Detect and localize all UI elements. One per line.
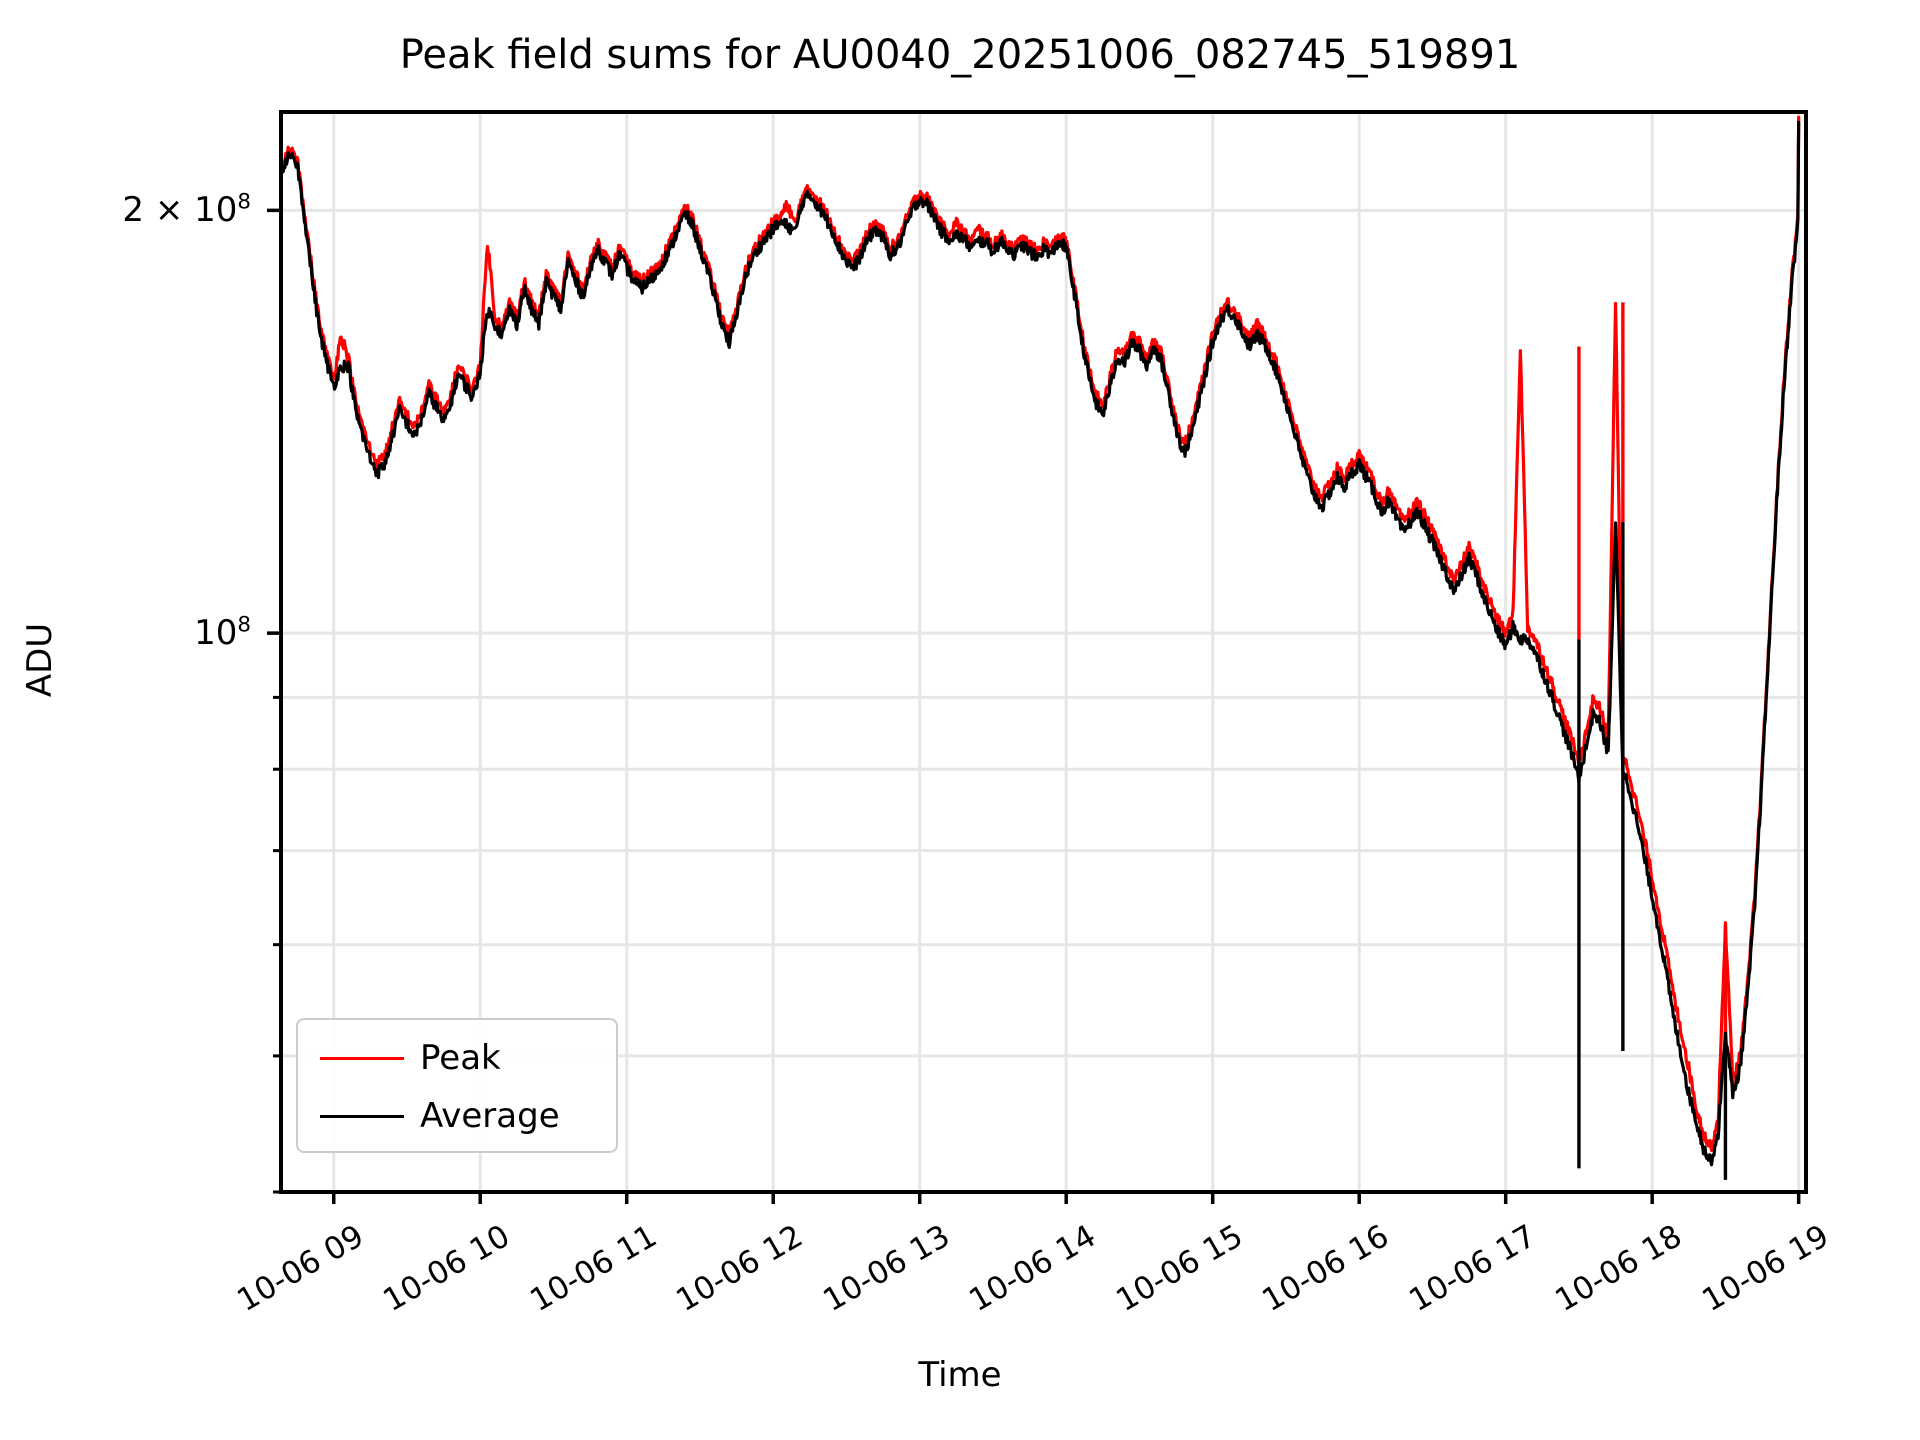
- y-tick-exponent: 8: [237, 190, 251, 216]
- page-title: Peak field sums for AU0040_20251006_0827…: [399, 32, 1521, 78]
- x-axis-label: Time: [918, 1355, 1002, 1395]
- y-tick-mantissa: 10: [194, 613, 238, 654]
- series-line-average: [281, 120, 1801, 1167]
- legend-label: Peak: [420, 1038, 501, 1078]
- legend-swatch-peak: [320, 1057, 404, 1060]
- y-tick-mantissa: 2 × 10: [122, 190, 238, 231]
- series-line-peak: [281, 115, 1801, 1153]
- chart-legend: Peak Average: [296, 1018, 618, 1153]
- legend-label: Average: [420, 1096, 560, 1136]
- y-tick-exponent: 8: [237, 612, 251, 638]
- legend-item-peak[interactable]: Peak: [298, 1030, 616, 1086]
- y-tick-label: 2 × 108: [0, 190, 251, 230]
- legend-swatch-average: [320, 1115, 404, 1118]
- y-tick-label: 108: [0, 613, 251, 653]
- legend-item-average[interactable]: Average: [298, 1088, 616, 1144]
